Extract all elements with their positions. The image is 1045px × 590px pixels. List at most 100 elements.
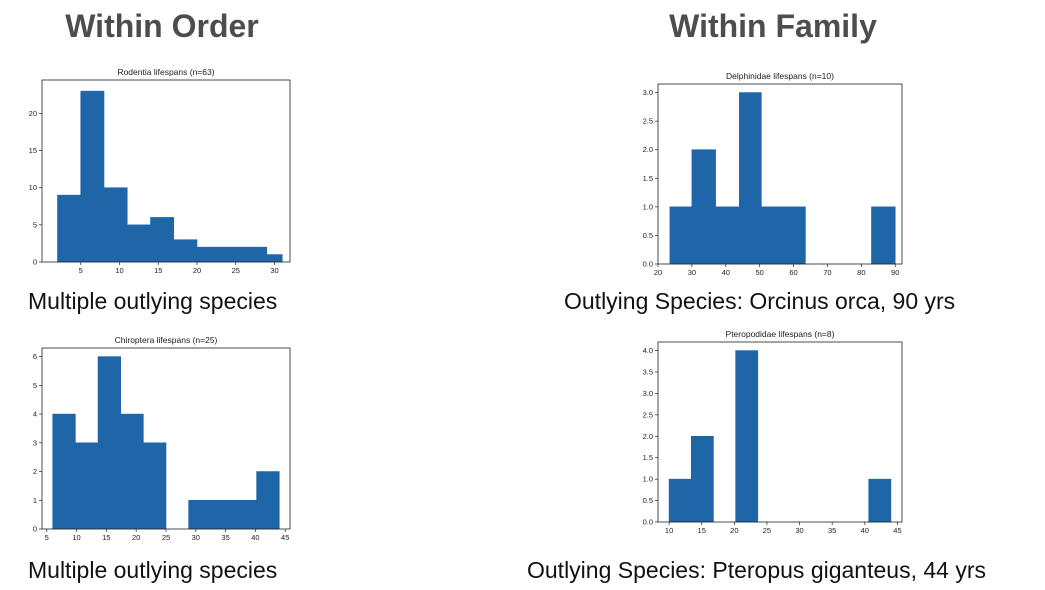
within-order-heading: Within Order (65, 8, 259, 44)
histogram-bar (739, 92, 762, 265)
plot-frame (657, 83, 903, 265)
histogram-bar (735, 350, 759, 523)
y-tick-label: 2.0 (643, 432, 653, 441)
y-tick-label: 0.0 (643, 260, 653, 269)
x-tick-label: 30 (795, 526, 803, 535)
y-tick-label: 2.0 (643, 145, 653, 154)
histogram-bar (57, 194, 82, 263)
y-tick-label: 2 (33, 467, 37, 476)
x-tick-label: 20 (654, 268, 662, 277)
y-tick-label: 0 (33, 525, 37, 534)
histogram-bar (173, 239, 198, 263)
x-tick-label: 45 (281, 533, 289, 542)
x-tick-label: 45 (893, 526, 901, 535)
histogram-bar (103, 187, 128, 263)
x-tick-label: 40 (722, 268, 730, 277)
chart-title: Rodentia lifespans (n=63) (117, 67, 214, 77)
histogram-bar (256, 471, 280, 530)
y-tick-label: 1 (33, 496, 37, 505)
pteropodidae-caption: Outlying Species: Pteropus giganteus, 44… (527, 557, 986, 583)
x-tick-label: 80 (857, 268, 865, 277)
y-tick-label: 1.5 (643, 453, 653, 462)
x-tick-label: 30 (270, 266, 278, 275)
histogram-bar (668, 478, 692, 523)
y-tick-label: 20 (29, 109, 37, 118)
pteropodidae-histogram: Pteropodidae lifespans (n=8) 10 15 20 25 30 35… (643, 329, 903, 535)
histogram-bar (143, 442, 167, 530)
x-tick-label: 10 (665, 526, 673, 535)
histogram-bar (691, 149, 716, 265)
chart-title: Pteropodidae lifespans (n=8) (726, 329, 835, 339)
y-tick-label: 10 (29, 183, 37, 192)
histogram-bar (669, 206, 693, 265)
y-tick-label: 1.5 (643, 174, 653, 183)
x-tick-label: 20 (193, 266, 201, 275)
x-tick-label: 60 (789, 268, 797, 277)
histogram-bar (690, 435, 714, 523)
histogram-bar (80, 90, 105, 263)
y-tick-label: 3 (33, 438, 37, 447)
chiroptera-histogram: Chiroptera lifespans (n=25)5 10 15 20 25 30 35… (33, 335, 291, 542)
histogram-bar (188, 499, 212, 530)
x-tick-label: 25 (763, 526, 771, 535)
x-tick-label: 20 (132, 533, 140, 542)
chart-title: Delphinidae lifespans (n=10) (726, 71, 834, 81)
histogram-bar (233, 499, 257, 530)
y-tick-label: 0 (33, 258, 37, 267)
y-tick-label: 1.0 (643, 475, 653, 484)
y-tick-label: 5 (33, 381, 37, 390)
delphinidae-histogram: Delphinidae lifespans (n=10) 20 30 40 50 60 70… (643, 71, 903, 277)
y-tick-label: 1.0 (643, 202, 653, 211)
histogram-bar (196, 246, 221, 263)
histogram-bar (715, 206, 740, 265)
x-tick-label: 10 (72, 533, 80, 542)
y-tick-label: 4 (33, 410, 37, 419)
histogram-bar (120, 413, 144, 530)
y-tick-label: 6 (33, 352, 37, 361)
histogram-bar (97, 356, 121, 530)
plot-frame (41, 79, 291, 263)
histogram-bar (126, 224, 151, 263)
x-tick-label: 15 (154, 266, 162, 275)
histogram-bar (266, 254, 283, 263)
y-tick-label: 3.0 (643, 88, 653, 97)
x-tick-label: 15 (102, 533, 110, 542)
y-tick-label: 0.0 (643, 518, 653, 527)
histogram-bar (150, 217, 175, 263)
rodentia-histogram: Rodentia lifespans (n=63) 5 10 15 20 25 30 0 5 10… (29, 67, 291, 275)
y-tick-label: 3.5 (643, 368, 653, 377)
plot-frame (657, 341, 903, 523)
x-tick-label: 35 (828, 526, 836, 535)
x-tick-label: 25 (232, 266, 240, 275)
x-tick-label: 50 (755, 268, 763, 277)
x-tick-label: 20 (730, 526, 738, 535)
x-tick-label: 5 (79, 266, 83, 275)
histogram-bar (52, 413, 76, 530)
x-tick-label: 90 (891, 268, 899, 277)
histogram-bar (75, 442, 99, 530)
chart-title: Chiroptera lifespans (n=25) (115, 335, 218, 345)
histogram-bar (219, 246, 244, 263)
histogram-bar (783, 206, 806, 265)
y-tick-label: 2.5 (643, 410, 653, 419)
y-tick-label: 5 (33, 220, 37, 229)
histogram-bar (243, 246, 268, 263)
x-tick-label: 40 (251, 533, 259, 542)
x-tick-label: 30 (688, 268, 696, 277)
y-tick-label: 2.5 (643, 117, 653, 126)
y-tick-label: 4.0 (643, 346, 653, 355)
delphinidae-caption: Outlying Species: Orcinus orca, 90 yrs (564, 288, 956, 314)
histogram-bar (871, 206, 896, 265)
rodentia-caption: Multiple outlying species (28, 288, 278, 314)
x-tick-label: 15 (698, 526, 706, 535)
y-tick-label: 3.0 (643, 389, 653, 398)
histogram-bar (761, 206, 784, 265)
x-tick-label: 40 (861, 526, 869, 535)
x-tick-label: 10 (115, 266, 123, 275)
histogram-bar (868, 478, 892, 523)
x-tick-label: 70 (823, 268, 831, 277)
y-tick-label: 15 (29, 146, 37, 155)
x-tick-label: 30 (192, 533, 200, 542)
x-tick-label: 25 (162, 533, 170, 542)
histogram-bar (211, 499, 235, 530)
